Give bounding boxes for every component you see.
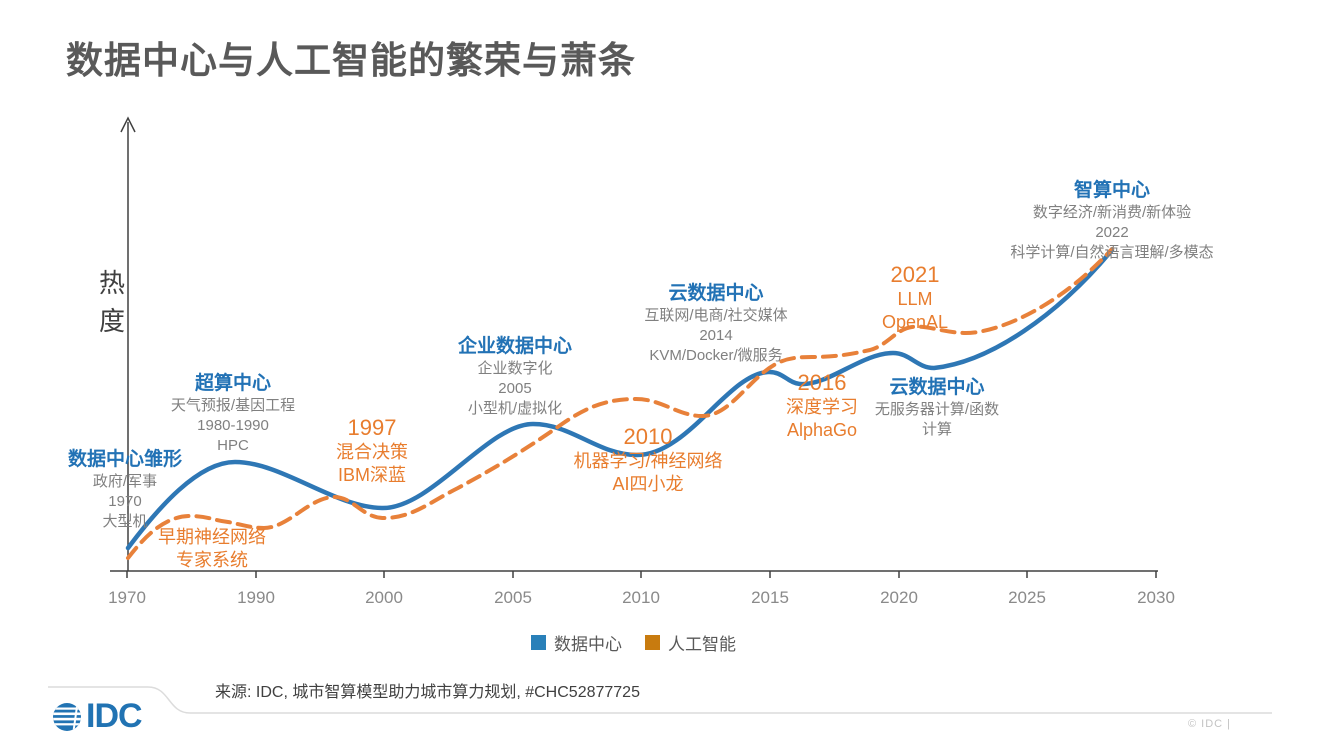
source-note: 来源: IDC, 城市智算模型助力城市算力规划, #CHC52877725 — [215, 684, 640, 701]
x-tick-2010: 2010 — [622, 588, 660, 607]
y-axis-label: 热度 — [98, 268, 125, 336]
x-tick-2000: 2000 — [365, 588, 403, 607]
idc-logo: IDC — [52, 697, 143, 736]
datacenter-curve — [125, 247, 1115, 551]
y-axis-arrow-icon — [120, 116, 136, 133]
x-tick-2015: 2015 — [751, 588, 789, 607]
x-tick-2005: 2005 — [494, 588, 532, 607]
annotation-supercomputing-center: 超算中心 天气预报/基因工程 1980-1990 HPC — [170, 373, 296, 454]
footer-divider — [48, 686, 1272, 714]
x-tick-2030: 2030 — [1137, 588, 1175, 607]
annotation-early-neural-networks: 早期神经网络 专家系统 — [158, 527, 266, 570]
annotation-1997-deep-blue: 1997 混合决策 IBM深蓝 — [336, 415, 408, 485]
ai-curve — [126, 247, 1114, 560]
page-title: 数据中心与人工智能的繁荣与萧条 — [66, 40, 636, 81]
annotation-cloud-datacenter: 云数据中心 互联网/电商/社交媒体 2014 KVM/Docker/微服务 — [644, 283, 788, 364]
x-tick-1970: 1970 — [108, 588, 146, 607]
idc-logo-text: IDC — [86, 697, 143, 735]
annotation-datacenter-prototype: 数据中心雏形 政府/军事 1970 大型机 — [67, 449, 183, 530]
x-tick-2025: 2025 — [1008, 588, 1046, 607]
annotation-2021-llm: 2021 LLM OpenAL — [881, 262, 949, 332]
datacenter-swatch-icon — [531, 635, 546, 650]
legend-item-ai: 人工智能 — [645, 630, 736, 655]
x-tick-2020: 2020 — [880, 588, 918, 607]
x-axis-ticks — [126, 571, 1157, 578]
legend-label-ai: 人工智能 — [668, 635, 736, 654]
legend: 数据中心 人工智能 — [531, 630, 736, 655]
ai-swatch-icon — [645, 635, 660, 650]
annotation-2016-alphago: 2016 深度学习 AlphaGo — [786, 370, 858, 440]
annotation-ai-computing-center: 智算中心 数字经济/新消费/新体验 2022 科学计算/自然语言理解/多模态 — [1010, 180, 1214, 261]
copyright-note: © IDC | — [1188, 718, 1232, 730]
legend-item-datacenter: 数据中心 — [531, 630, 622, 655]
legend-label-datacenter: 数据中心 — [554, 635, 622, 654]
idc-globe-icon — [53, 702, 81, 731]
annotation-cloud-datacenter-serverless: 云数据中心 无服务器计算/函数 计算 — [874, 377, 1000, 438]
annotation-2010-machine-learning: 2010 机器学习/神经网络 AI四小龙 — [573, 424, 723, 494]
annotation-enterprise-datacenter: 企业数据中心 企业数字化 2005 小型机/虚拟化 — [457, 336, 573, 417]
x-tick-1990: 1990 — [237, 588, 275, 607]
